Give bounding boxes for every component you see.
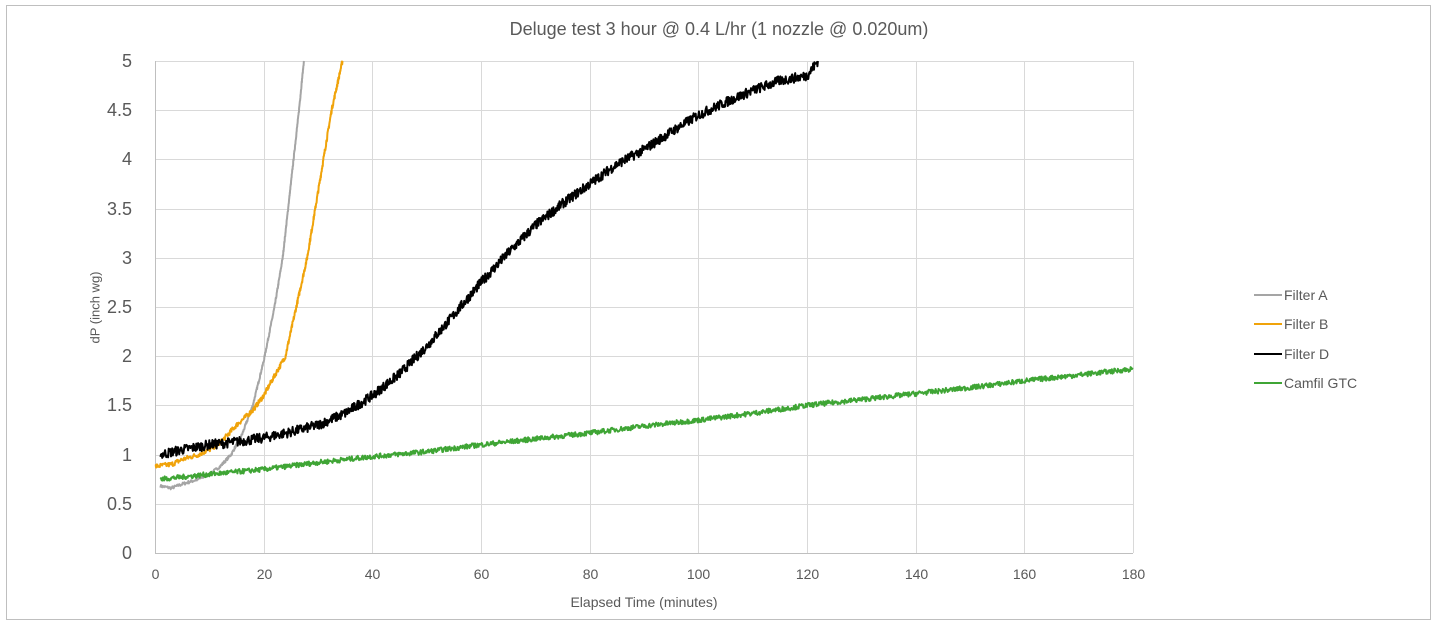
series-line-camfil-gtc [159, 366, 1134, 482]
legend: Filter A Filter B Filter D Camfil GTC [1254, 280, 1357, 398]
legend-swatch-icon [1254, 293, 1282, 296]
y-tick-label: 1.5 [106, 394, 132, 415]
legend-label: Camfil GTC [1284, 375, 1358, 392]
legend-swatch-icon [1254, 382, 1282, 385]
series-line-filter-a [159, 60, 305, 491]
legend-label: Filter B [1284, 316, 1329, 333]
y-tick-label: 4 [121, 148, 132, 169]
legend-item-filter-a: Filter A [1254, 280, 1357, 310]
y-tick-label: 2.5 [106, 296, 132, 317]
legend-swatch-icon [1254, 323, 1282, 326]
data-series [154, 60, 1134, 491]
x-tick-label: 180 [1121, 566, 1146, 582]
legend-label: Filter A [1284, 286, 1328, 303]
x-tick-label: 160 [1012, 566, 1037, 582]
legend-item-camfil-gtc: Camfil GTC [1254, 369, 1357, 399]
x-tick-label: 100 [686, 566, 711, 582]
y-tick-label: 5 [121, 50, 132, 71]
x-tick-label: 140 [904, 566, 929, 582]
x-tick-label: 0 [151, 566, 160, 582]
series-line-filter-b [154, 60, 344, 469]
x-tick-label: 40 [364, 566, 381, 582]
x-tick-label: 120 [795, 566, 820, 582]
legend-swatch-icon [1254, 352, 1282, 355]
legend-item-filter-b: Filter B [1254, 310, 1357, 340]
x-tick-label: 20 [256, 566, 273, 582]
y-axis-label: dP (inch wg) [87, 271, 103, 344]
y-tick-label: 1 [121, 444, 132, 465]
y-tick-label: 0.5 [106, 493, 132, 514]
y-tick-label: 0 [121, 542, 132, 563]
y-tick-label: 3 [121, 247, 132, 268]
gridlines [155, 61, 1134, 554]
legend-label: Filter D [1284, 345, 1330, 362]
x-tick-label: 80 [582, 566, 599, 582]
x-axis-label: Elapsed Time (minutes) [570, 594, 718, 610]
y-tick-label: 4.5 [106, 99, 132, 120]
y-tick-label: 2 [121, 345, 132, 366]
series-line-filter-d [159, 60, 819, 459]
legend-item-filter-d: Filter D [1254, 339, 1357, 369]
chart-title: Deluge test 3 hour @ 0.4 L/hr (1 nozzle … [509, 19, 929, 39]
x-tick-label: 60 [473, 566, 490, 582]
y-tick-label: 3.5 [106, 198, 132, 219]
